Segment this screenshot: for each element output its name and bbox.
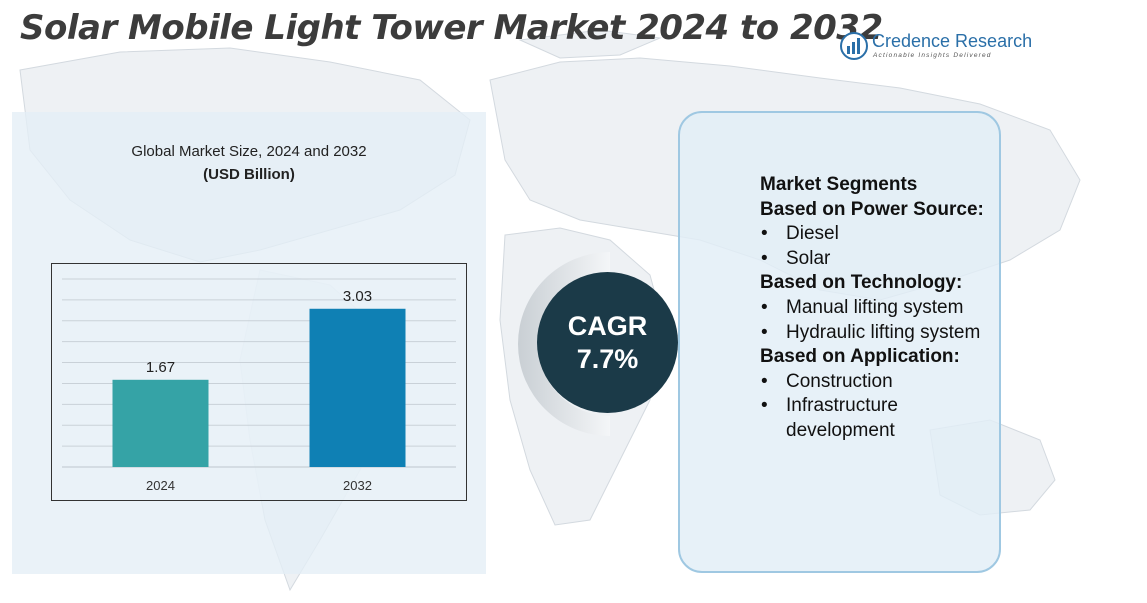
cagr-badge: CAGR 7.7% — [537, 272, 678, 413]
segment-group-title: Based on Technology: — [760, 272, 963, 294]
segment-item: Diesel — [760, 222, 1010, 247]
brand-name: Credence Research — [872, 31, 1033, 51]
data-label: 1.67 — [146, 359, 175, 376]
chart-unit-caption: (USD Billion) — [203, 166, 295, 183]
brand-tagline: Actionable Insights Delivered — [873, 52, 992, 59]
segment-group-title: Based on Power Source: — [760, 198, 984, 220]
segments-heading: Market Segments — [760, 174, 918, 195]
chart-caption: Global Market Size, 2024 and 2032 — [131, 143, 367, 160]
bar-2032 — [309, 308, 406, 467]
page-title: Solar Mobile Light Tower Market 2024 to … — [20, 8, 883, 48]
segment-item: Construction — [760, 370, 1010, 395]
cagr-value: 7.7% — [576, 343, 639, 374]
x-tick-label: 2024 — [146, 478, 175, 493]
logo-bars-icon — [840, 32, 868, 60]
segments-list: Market Segments Based on Power Source: D… — [760, 173, 1010, 444]
bar-chart-frame: 1.67 2024 3.03 2032 — [51, 263, 467, 501]
bar-2024 — [112, 379, 209, 467]
segment-item: Hydraulic lifting system — [760, 321, 1010, 346]
market-size-panel: Global Market Size, 2024 and 2032 (USD B… — [12, 112, 486, 574]
cagr-label: CAGR — [567, 310, 648, 341]
segment-item: Infrastructure development — [760, 394, 1010, 443]
bar-chart: 1.67 2024 3.03 2032 — [62, 278, 456, 493]
segment-item: Solar — [760, 247, 1010, 272]
cagr-ring-decoration — [518, 252, 610, 436]
x-tick-label: 2032 — [343, 478, 372, 493]
segment-item: Manual lifting system — [760, 296, 1010, 321]
segment-group-title: Based on Application: — [760, 346, 960, 368]
data-label: 3.03 — [343, 288, 372, 305]
brand-logo: Credence Research Actionable Insights De… — [840, 30, 1033, 64]
